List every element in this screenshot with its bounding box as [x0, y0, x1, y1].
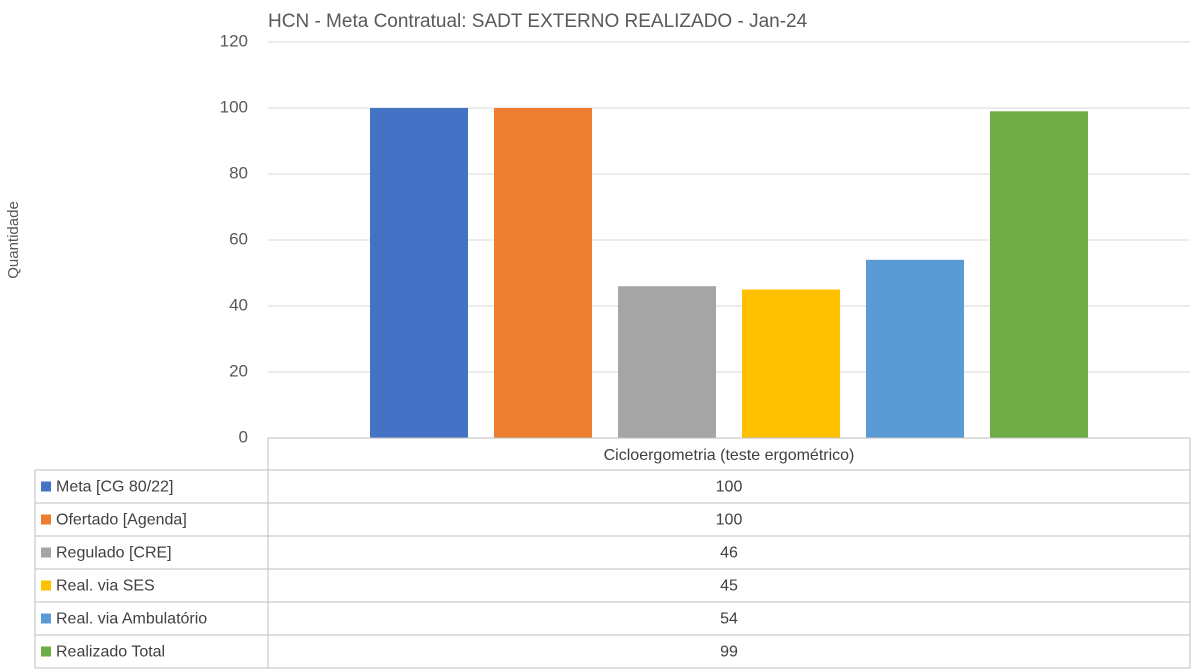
y-tick-label: 0: [239, 427, 248, 446]
bar: [990, 111, 1088, 439]
y-tick-label: 40: [229, 295, 248, 314]
bar: [494, 108, 592, 438]
legend-swatch: [41, 514, 51, 525]
bar: [866, 259, 964, 438]
legend-swatch: [41, 613, 51, 624]
y-tick-label: 120: [220, 31, 248, 50]
table-value: 99: [720, 644, 738, 661]
legend-swatch: [41, 547, 51, 558]
y-tick-label: 100: [220, 97, 248, 116]
bar: [742, 289, 840, 438]
legend-label: Real. via Ambulatório: [56, 611, 207, 628]
table-value: 46: [720, 545, 738, 562]
y-axis-label: Quantidade: [5, 201, 22, 279]
legend-swatch: [41, 481, 51, 492]
legend-label: Regulado [CRE]: [56, 545, 172, 562]
legend-swatch: [41, 646, 51, 657]
bar: [370, 108, 468, 438]
table-value: 100: [716, 512, 743, 529]
table-value: 100: [716, 479, 743, 496]
table-value: 45: [720, 578, 738, 595]
y-tick-label: 60: [229, 229, 248, 248]
chart-title: HCN - Meta Contratual: SADT EXTERNO REAL…: [268, 11, 808, 32]
legend-label: Realizado Total: [56, 644, 165, 661]
table-value: 54: [720, 611, 738, 628]
legend-label: Real. via SES: [56, 578, 155, 595]
legend-label: Ofertado [Agenda]: [56, 512, 187, 529]
bar: [618, 286, 716, 438]
legend-label: Meta [CG 80/22]: [56, 479, 173, 496]
legend-swatch: [41, 580, 51, 591]
x-tick-label: Cicloergometria (teste ergométrico): [604, 447, 855, 464]
y-tick-label: 20: [229, 361, 248, 380]
y-tick-label: 80: [229, 163, 248, 182]
